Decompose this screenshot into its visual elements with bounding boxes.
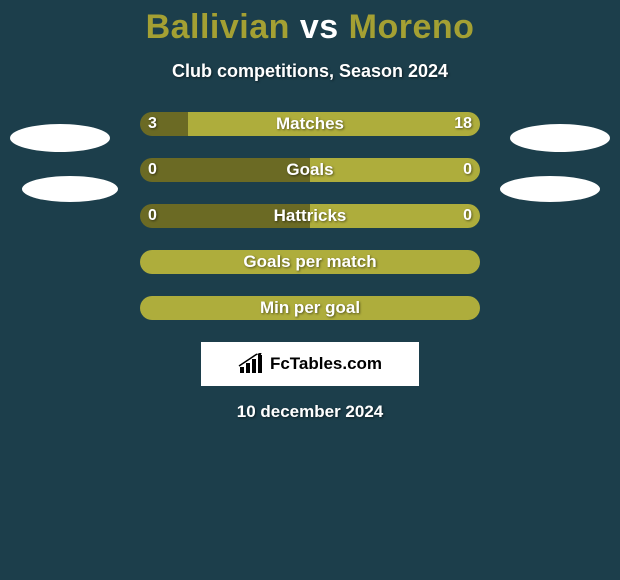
subtitle: Club competitions, Season 2024 bbox=[0, 61, 620, 82]
decorative-oval bbox=[10, 124, 110, 152]
brand-box: FcTables.com bbox=[201, 342, 419, 386]
stat-value-right: 0 bbox=[463, 204, 472, 228]
stat-bar-right bbox=[310, 158, 480, 182]
stat-bar-right bbox=[140, 296, 480, 320]
stat-bar bbox=[140, 250, 480, 274]
comparison-card: Ballivian vs Moreno Club competitions, S… bbox=[0, 0, 620, 580]
decorative-oval bbox=[500, 176, 600, 202]
stat-row: Hattricks00 bbox=[0, 204, 620, 228]
date-text: 10 december 2024 bbox=[0, 402, 620, 422]
stat-bar-right bbox=[310, 204, 480, 228]
title-player2: Moreno bbox=[349, 8, 475, 46]
brand-text: FcTables.com bbox=[270, 354, 382, 374]
stat-bar bbox=[140, 158, 480, 182]
decorative-oval bbox=[22, 176, 118, 202]
stat-value-right: 18 bbox=[454, 112, 472, 136]
stat-bar bbox=[140, 296, 480, 320]
stat-value-left: 0 bbox=[148, 204, 157, 228]
stat-value-right: 0 bbox=[463, 158, 472, 182]
title-player1: Ballivian bbox=[146, 8, 290, 46]
stat-bar bbox=[140, 204, 480, 228]
stat-row: Goals per match bbox=[0, 250, 620, 274]
brand-chart-icon bbox=[238, 353, 264, 375]
stat-row: Min per goal bbox=[0, 296, 620, 320]
title-vs: vs bbox=[300, 8, 339, 46]
stat-value-left: 3 bbox=[148, 112, 157, 136]
page-title: Ballivian vs Moreno bbox=[0, 0, 620, 47]
stat-bar bbox=[140, 112, 480, 136]
stat-bar-left bbox=[140, 158, 310, 182]
stat-bar-right bbox=[188, 112, 480, 136]
stat-bar-left bbox=[140, 204, 310, 228]
stat-value-left: 0 bbox=[148, 158, 157, 182]
decorative-oval bbox=[510, 124, 610, 152]
stat-bar-right bbox=[140, 250, 480, 274]
